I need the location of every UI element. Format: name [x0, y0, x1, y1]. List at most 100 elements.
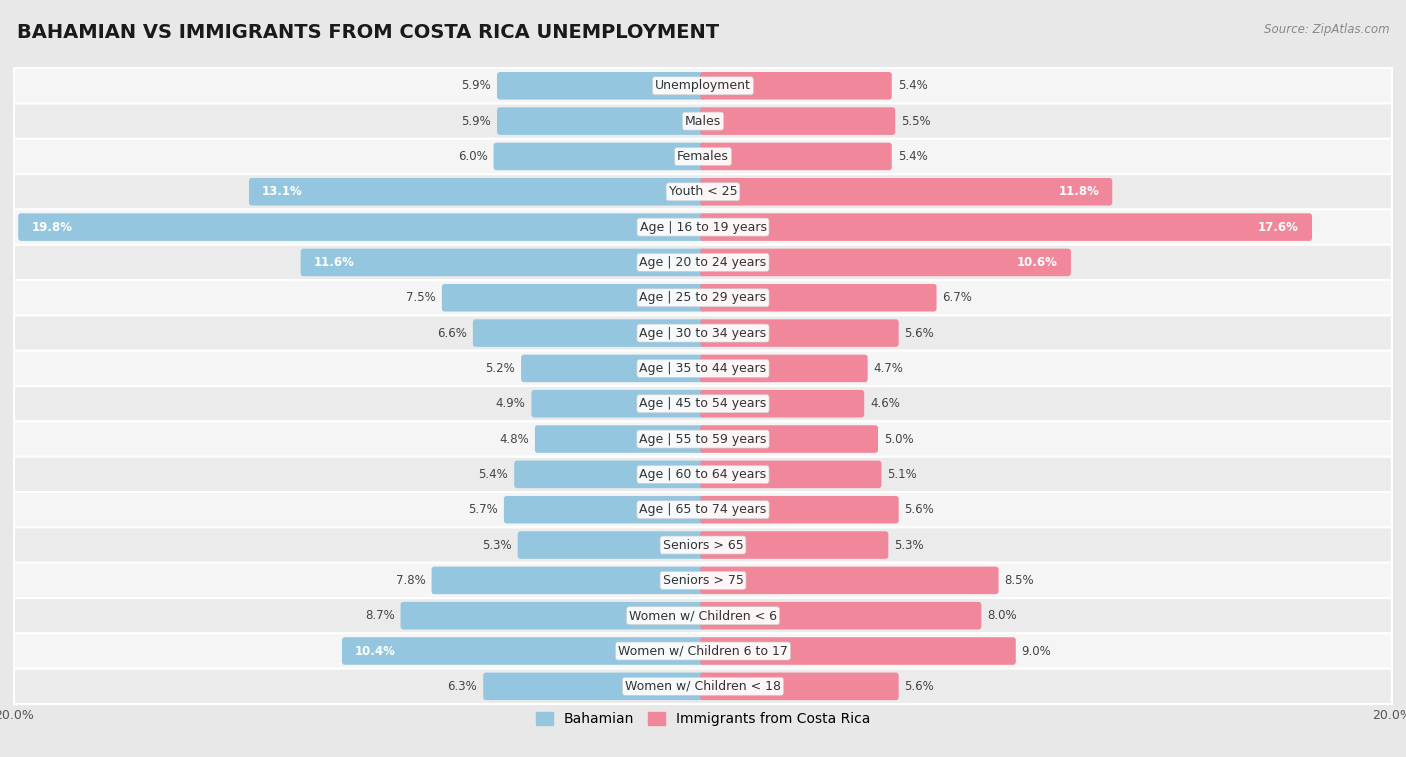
Text: 5.6%: 5.6%: [904, 326, 934, 340]
Text: 4.9%: 4.9%: [496, 397, 526, 410]
Text: Age | 45 to 54 years: Age | 45 to 54 years: [640, 397, 766, 410]
FancyBboxPatch shape: [14, 68, 1392, 104]
FancyBboxPatch shape: [14, 139, 1392, 174]
Text: 5.9%: 5.9%: [461, 79, 491, 92]
FancyBboxPatch shape: [14, 668, 1392, 704]
FancyBboxPatch shape: [14, 280, 1392, 316]
Text: Unemployment: Unemployment: [655, 79, 751, 92]
FancyBboxPatch shape: [496, 107, 706, 135]
Text: 4.8%: 4.8%: [499, 432, 529, 446]
Text: 9.0%: 9.0%: [1022, 644, 1052, 658]
FancyBboxPatch shape: [401, 602, 706, 630]
Text: 5.6%: 5.6%: [904, 503, 934, 516]
FancyBboxPatch shape: [515, 460, 706, 488]
Text: 5.0%: 5.0%: [884, 432, 914, 446]
Text: Seniors > 65: Seniors > 65: [662, 538, 744, 552]
FancyBboxPatch shape: [522, 354, 706, 382]
FancyBboxPatch shape: [14, 316, 1392, 350]
Text: 10.6%: 10.6%: [1017, 256, 1057, 269]
FancyBboxPatch shape: [700, 566, 998, 594]
FancyBboxPatch shape: [517, 531, 706, 559]
Text: 6.0%: 6.0%: [458, 150, 488, 163]
Text: 6.7%: 6.7%: [942, 291, 973, 304]
FancyBboxPatch shape: [441, 284, 706, 312]
FancyBboxPatch shape: [14, 422, 1392, 456]
Text: 4.7%: 4.7%: [873, 362, 904, 375]
Text: 11.8%: 11.8%: [1059, 185, 1099, 198]
Text: Age | 55 to 59 years: Age | 55 to 59 years: [640, 432, 766, 446]
FancyBboxPatch shape: [14, 634, 1392, 668]
FancyBboxPatch shape: [700, 319, 898, 347]
Text: 5.3%: 5.3%: [894, 538, 924, 552]
Text: 5.7%: 5.7%: [468, 503, 498, 516]
FancyBboxPatch shape: [472, 319, 706, 347]
FancyBboxPatch shape: [700, 284, 936, 312]
FancyBboxPatch shape: [534, 425, 706, 453]
Text: BAHAMIAN VS IMMIGRANTS FROM COSTA RICA UNEMPLOYMENT: BAHAMIAN VS IMMIGRANTS FROM COSTA RICA U…: [17, 23, 718, 42]
Text: Age | 16 to 19 years: Age | 16 to 19 years: [640, 220, 766, 234]
Text: 17.6%: 17.6%: [1258, 220, 1299, 234]
FancyBboxPatch shape: [700, 354, 868, 382]
Text: 6.3%: 6.3%: [447, 680, 478, 693]
FancyBboxPatch shape: [700, 672, 898, 700]
Text: Seniors > 75: Seniors > 75: [662, 574, 744, 587]
FancyBboxPatch shape: [700, 72, 891, 100]
FancyBboxPatch shape: [700, 637, 1015, 665]
FancyBboxPatch shape: [14, 245, 1392, 280]
Text: Women w/ Children 6 to 17: Women w/ Children 6 to 17: [619, 644, 787, 658]
FancyBboxPatch shape: [700, 496, 898, 524]
Text: 7.5%: 7.5%: [406, 291, 436, 304]
Text: 19.8%: 19.8%: [31, 220, 72, 234]
FancyBboxPatch shape: [700, 213, 1312, 241]
Text: 5.4%: 5.4%: [478, 468, 509, 481]
Text: Age | 35 to 44 years: Age | 35 to 44 years: [640, 362, 766, 375]
Text: 5.4%: 5.4%: [897, 79, 928, 92]
FancyBboxPatch shape: [14, 174, 1392, 210]
Text: 5.1%: 5.1%: [887, 468, 917, 481]
FancyBboxPatch shape: [700, 107, 896, 135]
FancyBboxPatch shape: [14, 386, 1392, 422]
FancyBboxPatch shape: [14, 528, 1392, 562]
Text: 11.6%: 11.6%: [314, 256, 354, 269]
FancyBboxPatch shape: [700, 390, 865, 418]
Text: Age | 20 to 24 years: Age | 20 to 24 years: [640, 256, 766, 269]
FancyBboxPatch shape: [301, 248, 706, 276]
Text: 5.4%: 5.4%: [897, 150, 928, 163]
Text: Age | 30 to 34 years: Age | 30 to 34 years: [640, 326, 766, 340]
Text: 5.3%: 5.3%: [482, 538, 512, 552]
FancyBboxPatch shape: [496, 72, 706, 100]
FancyBboxPatch shape: [342, 637, 706, 665]
FancyBboxPatch shape: [14, 350, 1392, 386]
Text: 5.5%: 5.5%: [901, 114, 931, 128]
FancyBboxPatch shape: [14, 104, 1392, 139]
FancyBboxPatch shape: [494, 142, 706, 170]
FancyBboxPatch shape: [700, 460, 882, 488]
Text: 10.4%: 10.4%: [356, 644, 396, 658]
FancyBboxPatch shape: [531, 390, 706, 418]
FancyBboxPatch shape: [700, 531, 889, 559]
FancyBboxPatch shape: [700, 248, 1071, 276]
Text: Age | 65 to 74 years: Age | 65 to 74 years: [640, 503, 766, 516]
Text: 8.5%: 8.5%: [1004, 574, 1033, 587]
Text: 7.8%: 7.8%: [396, 574, 426, 587]
Text: 5.2%: 5.2%: [485, 362, 515, 375]
FancyBboxPatch shape: [14, 456, 1392, 492]
FancyBboxPatch shape: [14, 492, 1392, 528]
FancyBboxPatch shape: [432, 566, 706, 594]
Text: 8.0%: 8.0%: [987, 609, 1017, 622]
FancyBboxPatch shape: [700, 142, 891, 170]
Text: Females: Females: [678, 150, 728, 163]
Text: 4.6%: 4.6%: [870, 397, 900, 410]
Text: Males: Males: [685, 114, 721, 128]
Text: 13.1%: 13.1%: [262, 185, 302, 198]
FancyBboxPatch shape: [14, 598, 1392, 634]
FancyBboxPatch shape: [700, 178, 1112, 206]
Text: Youth < 25: Youth < 25: [669, 185, 737, 198]
FancyBboxPatch shape: [249, 178, 706, 206]
Legend: Bahamian, Immigrants from Costa Rica: Bahamian, Immigrants from Costa Rica: [530, 706, 876, 732]
Text: Source: ZipAtlas.com: Source: ZipAtlas.com: [1264, 23, 1389, 36]
Text: 8.7%: 8.7%: [366, 609, 395, 622]
FancyBboxPatch shape: [484, 672, 706, 700]
Text: Age | 60 to 64 years: Age | 60 to 64 years: [640, 468, 766, 481]
Text: Women w/ Children < 6: Women w/ Children < 6: [628, 609, 778, 622]
